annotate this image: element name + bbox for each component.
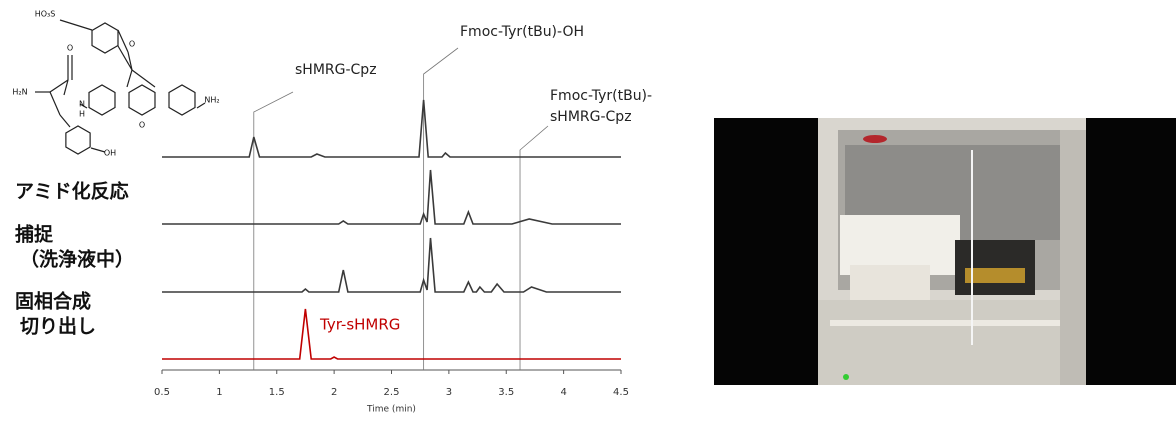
ring bbox=[91, 22, 119, 54]
chemical-structure: HO₃S O O O H₂N NH NH₂ OH bbox=[12, 10, 219, 158]
atom-label: N bbox=[79, 100, 85, 109]
x-tick-label: 1.5 bbox=[269, 387, 285, 398]
trace bbox=[162, 308, 621, 360]
annotation: sHMRG-Cpz bbox=[550, 109, 632, 125]
bond bbox=[196, 102, 206, 109]
photo bbox=[714, 118, 1176, 385]
bond bbox=[79, 103, 88, 109]
atom-label: H bbox=[79, 110, 85, 119]
bond bbox=[126, 69, 133, 88]
annotation: sHMRG-Cpz bbox=[295, 62, 377, 78]
atom-label: O bbox=[129, 40, 135, 49]
bond bbox=[49, 79, 69, 93]
x-tick-label: 0.5 bbox=[154, 387, 170, 398]
atom-label: HO₃S bbox=[35, 10, 56, 19]
leader-line bbox=[519, 125, 549, 370]
bond bbox=[90, 147, 106, 153]
bond bbox=[59, 19, 93, 31]
atom-label: NH₂ bbox=[204, 96, 219, 105]
x-tick-label: 3 bbox=[446, 387, 452, 398]
bond bbox=[59, 114, 71, 128]
trace-label: 固相合成 bbox=[15, 290, 91, 313]
atom-label: OH bbox=[104, 149, 116, 158]
x-tick-label: 1 bbox=[216, 387, 222, 398]
trace-label: アミド化反応 bbox=[15, 180, 129, 203]
x-tick-label: 4.5 bbox=[613, 387, 629, 398]
ring bbox=[168, 84, 196, 116]
ring bbox=[65, 125, 91, 155]
x-tick-label: 2.5 bbox=[384, 387, 400, 398]
annotation: Fmoc-Tyr(tBu)-OH bbox=[460, 24, 584, 40]
bond bbox=[117, 29, 129, 53]
trace-label: 切り出し bbox=[20, 315, 96, 338]
trace bbox=[162, 169, 621, 225]
annotation: Fmoc-Tyr(tBu)- bbox=[550, 88, 652, 104]
bond bbox=[49, 91, 61, 116]
trace bbox=[162, 99, 621, 158]
leader-line bbox=[253, 91, 294, 370]
x-axis-label: Time (min) bbox=[366, 405, 416, 415]
atom-label: O bbox=[67, 44, 73, 53]
bond bbox=[117, 45, 133, 71]
trace bbox=[162, 237, 621, 293]
x-tick-label: 3.5 bbox=[498, 387, 514, 398]
peak-label: Tyr-sHMRG bbox=[319, 316, 400, 334]
leader-line bbox=[423, 47, 459, 370]
atom-label: H₂N bbox=[12, 88, 27, 97]
x-tick-label: 4 bbox=[560, 387, 566, 398]
x-tick-label: 2 bbox=[331, 387, 337, 398]
bond bbox=[127, 51, 133, 71]
bond bbox=[63, 79, 69, 96]
trace-label: （洗浄液中） bbox=[20, 248, 134, 271]
trace-label: 捕捉 bbox=[15, 223, 54, 246]
ring bbox=[128, 84, 156, 116]
ring bbox=[88, 84, 116, 116]
bond bbox=[131, 69, 156, 88]
atom-label: O bbox=[139, 121, 145, 130]
